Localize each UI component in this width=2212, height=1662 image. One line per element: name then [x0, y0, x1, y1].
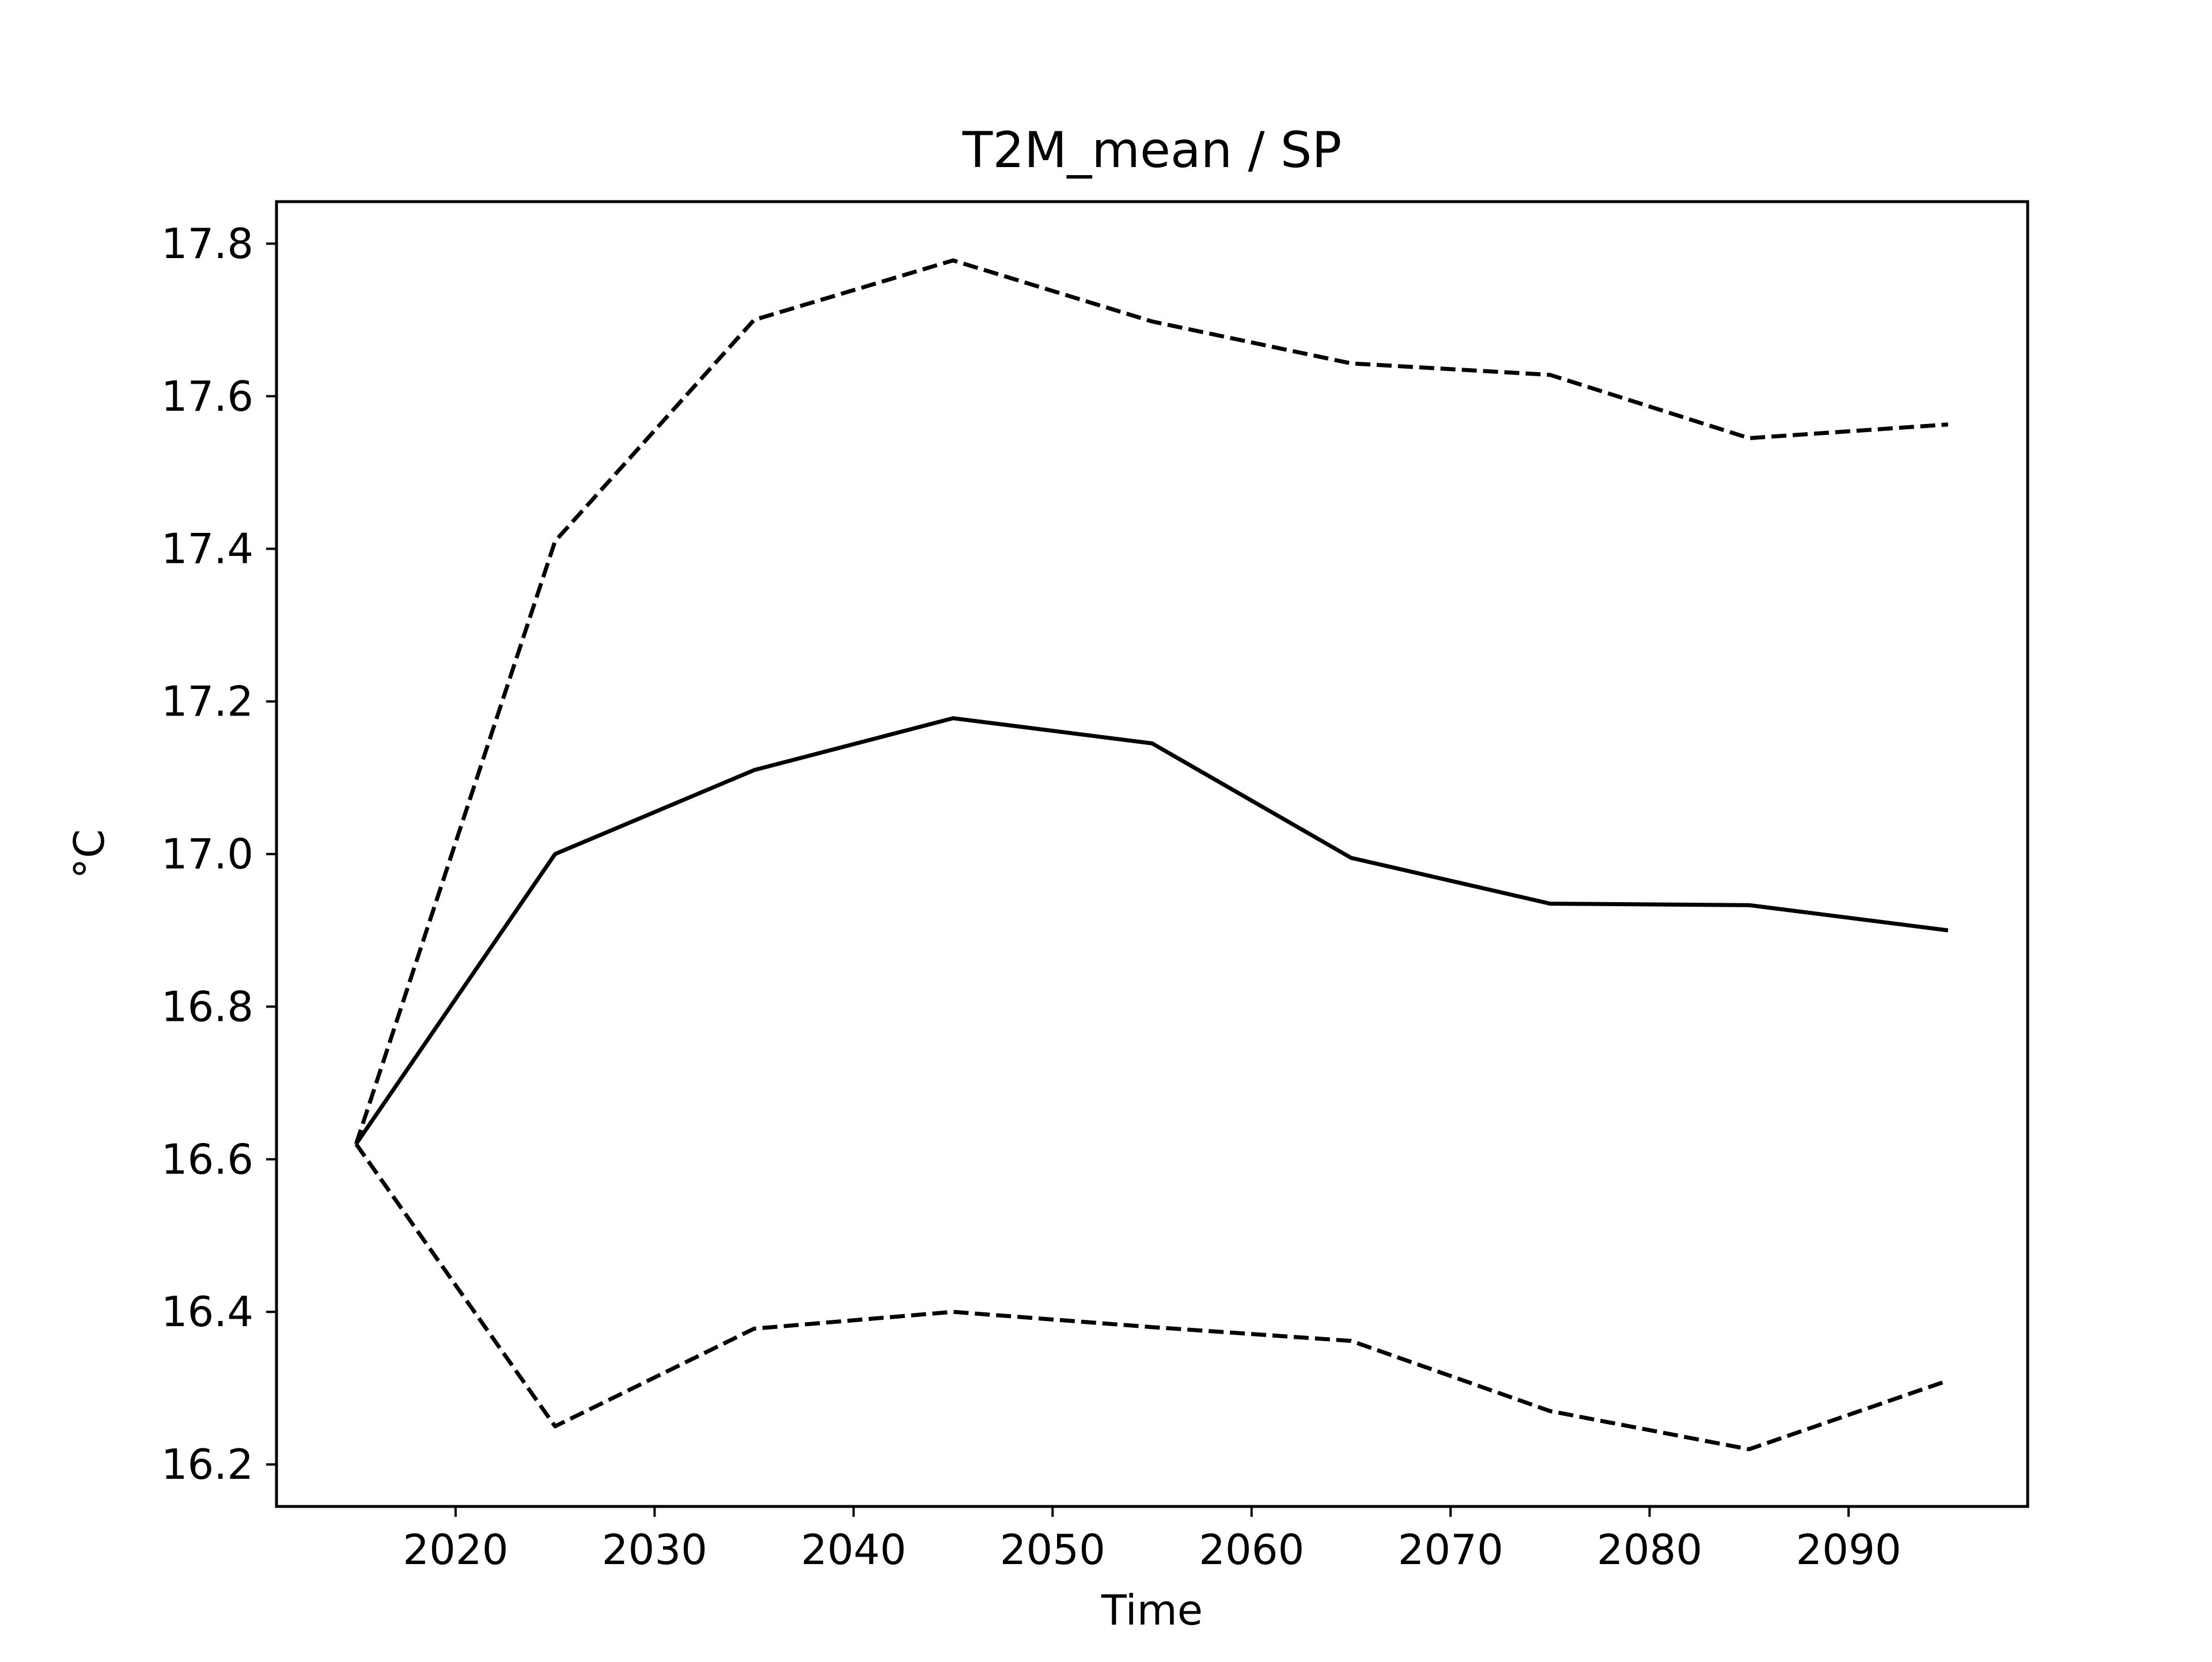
x-tick-label: 2080 [1597, 1525, 1702, 1574]
y-tick-label: 16.8 [161, 982, 253, 1031]
y-tick-label: 17.2 [161, 677, 253, 726]
x-tick-label: 2060 [1199, 1525, 1304, 1574]
x-tick-label: 2090 [1796, 1525, 1901, 1574]
x-tick-label: 2020 [403, 1525, 508, 1574]
solid-series-line-0 [354, 716, 1949, 1145]
x-tick-label: 2030 [602, 1525, 707, 1574]
x-tick-label: 2050 [1000, 1525, 1105, 1574]
y-axis: 16.2 16.4 16.6 16.8 17.0 17.2 17.4 17.6 17.8 [161, 219, 276, 1489]
y-tick-label: 16.4 [161, 1288, 253, 1336]
y-axis-label: °C [65, 829, 113, 879]
chart-title: T2M_mean / SP [962, 122, 1342, 179]
y-tick-label: 17.4 [161, 525, 253, 573]
y-tick-label: 17.0 [161, 830, 253, 879]
dashed-series-line-1 [354, 258, 1949, 1145]
y-tick-label: 17.8 [161, 219, 253, 268]
y-tick-label: 16.2 [161, 1440, 253, 1489]
series-layer [354, 258, 1949, 1452]
y-tick-label: 17.6 [161, 372, 253, 421]
x-axis-label: Time [1101, 1586, 1203, 1634]
dashed-series-line-2 [354, 1142, 1949, 1452]
x-tick-label: 2040 [801, 1525, 906, 1574]
y-tick-label: 16.6 [161, 1135, 253, 1183]
x-axis: 2020 2030 2040 2050 2060 2070 2080 2090 [403, 1506, 1902, 1574]
x-tick-label: 2070 [1398, 1525, 1503, 1574]
